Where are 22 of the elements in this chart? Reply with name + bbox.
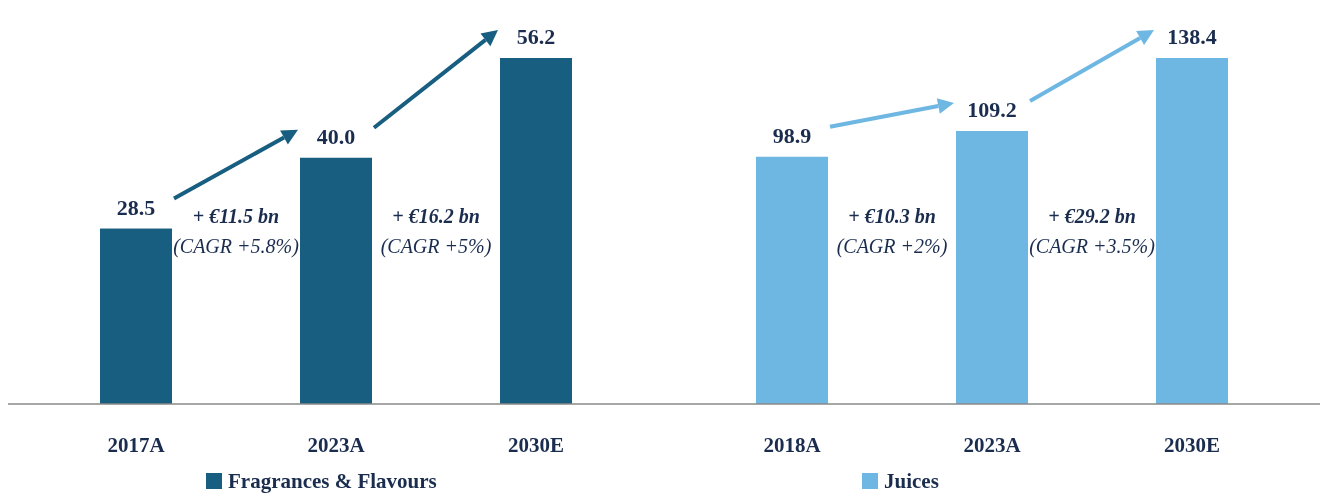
x-tick-label: 2023A [963,433,1022,457]
annotation: + €16.2 bn [392,205,480,227]
legend-label: Fragrances & Flavours [228,469,437,493]
annotation: (CAGR +3.5%) [1029,235,1156,258]
x-tick-label: 2030E [1163,433,1221,457]
data-label: 138.4 [1167,24,1217,49]
data-label: 40.0 [316,123,356,149]
data-label: 56.2 [516,24,556,49]
legend-label: Juices [884,469,939,493]
x-tick-label: 2023A [307,433,366,457]
annotation: (CAGR +5%) [380,235,492,258]
data-label: 109.2 [967,97,1017,122]
annotation: + €29.2 bn [1048,205,1136,227]
annotation: (CAGR +2%) [836,235,948,258]
data-label: 98.9 [772,122,812,148]
x-tick-label: 2030E [507,433,565,457]
x-tick-label: 2018A [763,433,822,457]
annotation: + €11.5 bn [192,205,280,227]
annotation: (CAGR +5.8%) [173,235,300,258]
x-tick-label: 2017A [107,433,166,457]
data-label: 28.5 [116,194,156,220]
annotation: + €10.3 bn [848,205,936,227]
